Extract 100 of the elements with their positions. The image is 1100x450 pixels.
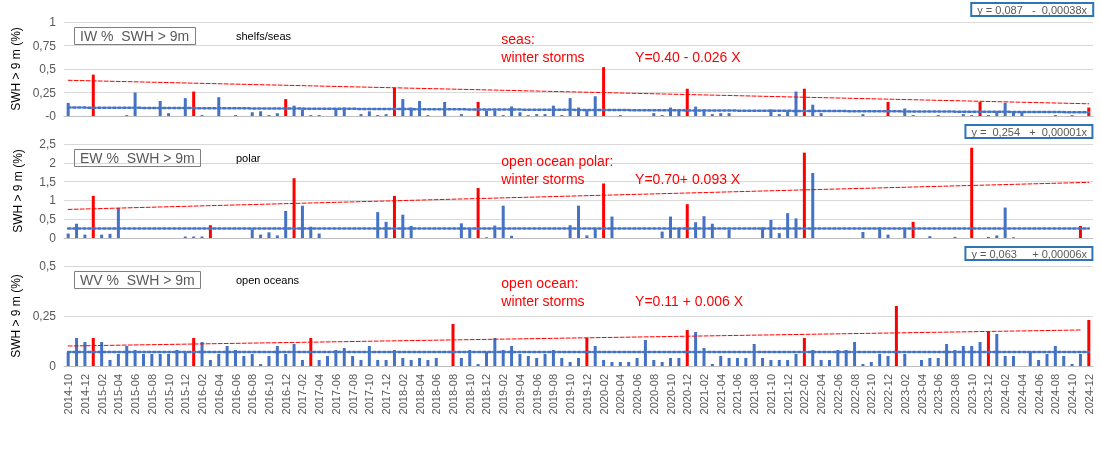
bar [326, 356, 330, 366]
x-tick-label: 2024-12 [1082, 374, 1095, 415]
bar [886, 234, 890, 238]
x-tick-label: 2018-08 [447, 374, 460, 415]
y-tick-label: 0,25 [32, 85, 57, 100]
bar [861, 231, 865, 238]
bar [602, 360, 606, 366]
x-tick-label: 2018-06 [430, 374, 443, 415]
bar [83, 234, 87, 238]
annotation: open ocean polar: winter storms [500, 153, 614, 187]
y-axis-title: SWH > 9 m (%) [11, 149, 25, 233]
bar [242, 356, 246, 366]
x-tick-label: 2021-06 [731, 374, 744, 415]
x-tick-label: 2021-12 [781, 374, 794, 415]
y-tick-label: 2,5 [39, 137, 57, 151]
x-tick-label: 2015-06 [129, 374, 142, 415]
bar [1003, 356, 1007, 366]
bar [300, 360, 304, 366]
x-tick-label: 2019-12 [580, 374, 593, 415]
x-tick-label: 2020-10 [664, 374, 677, 415]
y-tick-label: 0,25 [32, 309, 57, 323]
bar [869, 362, 873, 366]
bar [535, 358, 539, 366]
bar [351, 356, 355, 366]
bar [66, 233, 70, 238]
x-tick-label: 2015-04 [112, 374, 125, 415]
bar [359, 360, 363, 366]
bar [928, 358, 932, 366]
x-tick-label: 2018-04 [413, 374, 426, 415]
y-axis-title: SWH > 9 m (%) [8, 274, 23, 358]
bar [418, 358, 422, 366]
x-tick-label: 2015-02 [95, 374, 108, 415]
bar [744, 358, 748, 366]
y-tick-label: 0 [49, 231, 57, 245]
bar [685, 204, 689, 238]
y-tick-label: 0,5 [39, 212, 57, 227]
x-tick-label: 2021-02 [697, 374, 710, 415]
annotation: Y=0.11 + 0.006 X [635, 293, 744, 309]
x-tick-label: 2024-02 [999, 374, 1012, 415]
bar [1037, 360, 1041, 366]
bar [886, 356, 890, 366]
bar [819, 360, 823, 366]
x-tick-label: 2023-12 [982, 374, 995, 415]
bar [208, 360, 212, 366]
x-tick-label: 2017-10 [363, 374, 376, 415]
x-tick-label: 2018-12 [480, 374, 493, 415]
chart-title: EW % SWH > 9m [80, 150, 195, 166]
x-tick-label: 2023-06 [932, 374, 945, 415]
bar [275, 113, 279, 116]
x-tick-label: 2016-04 [212, 374, 225, 415]
x-tick-label: 2016-02 [196, 374, 209, 415]
y-tick-label: -0 [45, 109, 57, 123]
x-tick-label: 2017-04 [313, 374, 326, 415]
bar [735, 358, 739, 366]
x-tick-label: 2015-08 [145, 374, 158, 415]
bar [777, 360, 781, 366]
bar [727, 358, 731, 366]
bar [108, 360, 112, 366]
x-tick-label: 2023-04 [915, 374, 928, 415]
bar [267, 232, 271, 238]
text: y = 0,254 + 0,00001x [971, 125, 1088, 138]
bar [669, 358, 673, 366]
x-tick-label: 2017-12 [380, 374, 393, 415]
y-tick-label: 1 [49, 15, 57, 29]
x-tick-label: 2020-12 [681, 374, 694, 415]
x-tick-label: 2018-10 [463, 374, 476, 415]
x-tick-label: 2019-04 [513, 374, 526, 415]
x-tick-label: 2019-08 [547, 374, 560, 415]
bar [802, 338, 806, 366]
text: y = 0,063 + 0,00006x [971, 247, 1088, 260]
x-tick-label: 2018-02 [396, 374, 409, 415]
bar [100, 234, 104, 238]
annotation: Y=0.70+ 0.093 X [635, 171, 741, 187]
x-tick-label: 2024-04 [1015, 374, 1028, 415]
bar [610, 362, 614, 366]
bar [777, 233, 781, 238]
y-axis-title: SWH > 9 m (%) [8, 27, 23, 111]
chart-title: WV % SWH > 9m [80, 272, 195, 288]
bar [167, 113, 171, 116]
x-tick-label: 2014-12 [78, 374, 91, 415]
bar [618, 362, 622, 366]
bar [652, 113, 656, 116]
bar [761, 358, 765, 366]
y-tick-label: 1,5 [39, 174, 57, 189]
x-tick-label: 2017-02 [296, 374, 309, 415]
bar [677, 358, 681, 366]
bar [920, 360, 923, 366]
y-tick-label: 0,5 [39, 62, 57, 76]
bar [995, 235, 999, 238]
bar [267, 356, 271, 366]
bar [1012, 356, 1016, 366]
x-tick-label: 2021-10 [764, 374, 777, 415]
bar [627, 362, 631, 366]
annotation: seas: winter storms [500, 31, 585, 65]
y-tick-label: 0 [49, 359, 57, 373]
x-tick-label: 2023-10 [965, 374, 978, 415]
x-tick-label: 2014-10 [62, 374, 75, 415]
x-tick-label: 2016-12 [279, 374, 292, 415]
x-tick-label: 2016-10 [262, 374, 275, 415]
x-tick-label: 2016-06 [229, 374, 242, 415]
